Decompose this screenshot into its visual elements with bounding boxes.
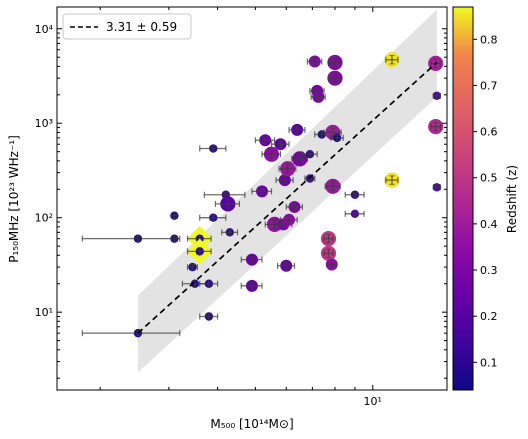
colorbar-ticks: 0.1 0.2 0.3 0.4 0.5 0.6 0.7 0.8 — [473, 33, 498, 369]
data-point — [301, 150, 318, 159]
data-point — [344, 190, 365, 199]
y-tick-label: 10² — [35, 212, 53, 225]
colorbar-label: Redshift (z) — [505, 165, 519, 233]
x-tick-label: 10¹ — [364, 395, 382, 408]
confidence-band — [137, 9, 437, 373]
data-point — [278, 161, 297, 177]
data-point — [199, 144, 227, 153]
data-point — [199, 312, 219, 321]
colorbar-tick-label: 0.3 — [480, 264, 498, 277]
confidence-band-area — [137, 9, 437, 373]
data-point — [170, 211, 179, 220]
legend: 3.31 ± 0.59 — [62, 13, 192, 40]
data-point — [325, 258, 338, 271]
data-point — [291, 151, 309, 167]
data-point — [254, 134, 276, 147]
axis-ticks: 10¹ 10² 10³ 10⁴ 10¹ — [35, 7, 447, 408]
data-point — [186, 262, 198, 272]
data-point — [279, 213, 298, 226]
data-point — [320, 231, 337, 247]
colorbar-tick-label: 0.1 — [480, 356, 498, 369]
colorbar-tick-label: 0.4 — [480, 218, 498, 231]
colorbar-gradient — [452, 6, 474, 391]
data-point — [251, 185, 273, 198]
data-point — [330, 133, 344, 143]
data-point — [214, 196, 240, 212]
y-tick-label: 10³ — [35, 117, 53, 130]
data-point — [221, 228, 239, 237]
data-point — [327, 70, 343, 86]
data-point — [199, 213, 227, 222]
data-point — [432, 91, 442, 101]
data-point — [240, 253, 263, 266]
colorbar-tick-label: 0.8 — [480, 33, 498, 46]
data-point — [285, 200, 303, 213]
colorbar-tick-label: 0.5 — [480, 172, 498, 185]
data-point — [170, 234, 179, 243]
plot-frame — [56, 6, 448, 391]
fit-line-dashed — [137, 61, 438, 334]
x-axis-label: M₅₀₀ [10¹⁴M⊙] — [210, 417, 293, 431]
y-axis-label: P₁₅₀MHz [10²³ WHz⁻¹] — [7, 135, 21, 263]
data-point — [320, 245, 337, 261]
data-point — [306, 55, 323, 68]
data-point — [276, 259, 296, 272]
data-point — [310, 90, 326, 103]
data-point — [81, 234, 181, 243]
data-point — [324, 178, 341, 194]
data-point — [270, 138, 290, 151]
legend-box — [62, 13, 192, 40]
legend-label: 3.31 ± 0.59 — [106, 20, 177, 34]
data-point — [428, 119, 444, 135]
data-point — [288, 123, 306, 136]
data-point — [344, 209, 365, 218]
fit-line — [137, 61, 438, 334]
data-point — [432, 183, 442, 192]
data-point — [199, 279, 219, 288]
colorbar-tick-label: 0.7 — [480, 79, 498, 92]
y-tick-label: 10⁴ — [35, 23, 54, 36]
data-point — [240, 279, 263, 292]
data-point — [327, 54, 343, 71]
colorbar-tick-label: 0.6 — [480, 126, 498, 139]
data-point — [384, 172, 400, 188]
colorbar-tick-label: 0.2 — [480, 310, 498, 323]
colorbar: 0.1 0.2 0.3 0.4 0.5 0.6 0.7 0.8 Redshift (z) — [452, 6, 519, 391]
data-point — [384, 52, 400, 68]
data-point — [275, 174, 294, 187]
data-point — [261, 146, 282, 162]
y-tick-label: 10¹ — [35, 306, 53, 319]
